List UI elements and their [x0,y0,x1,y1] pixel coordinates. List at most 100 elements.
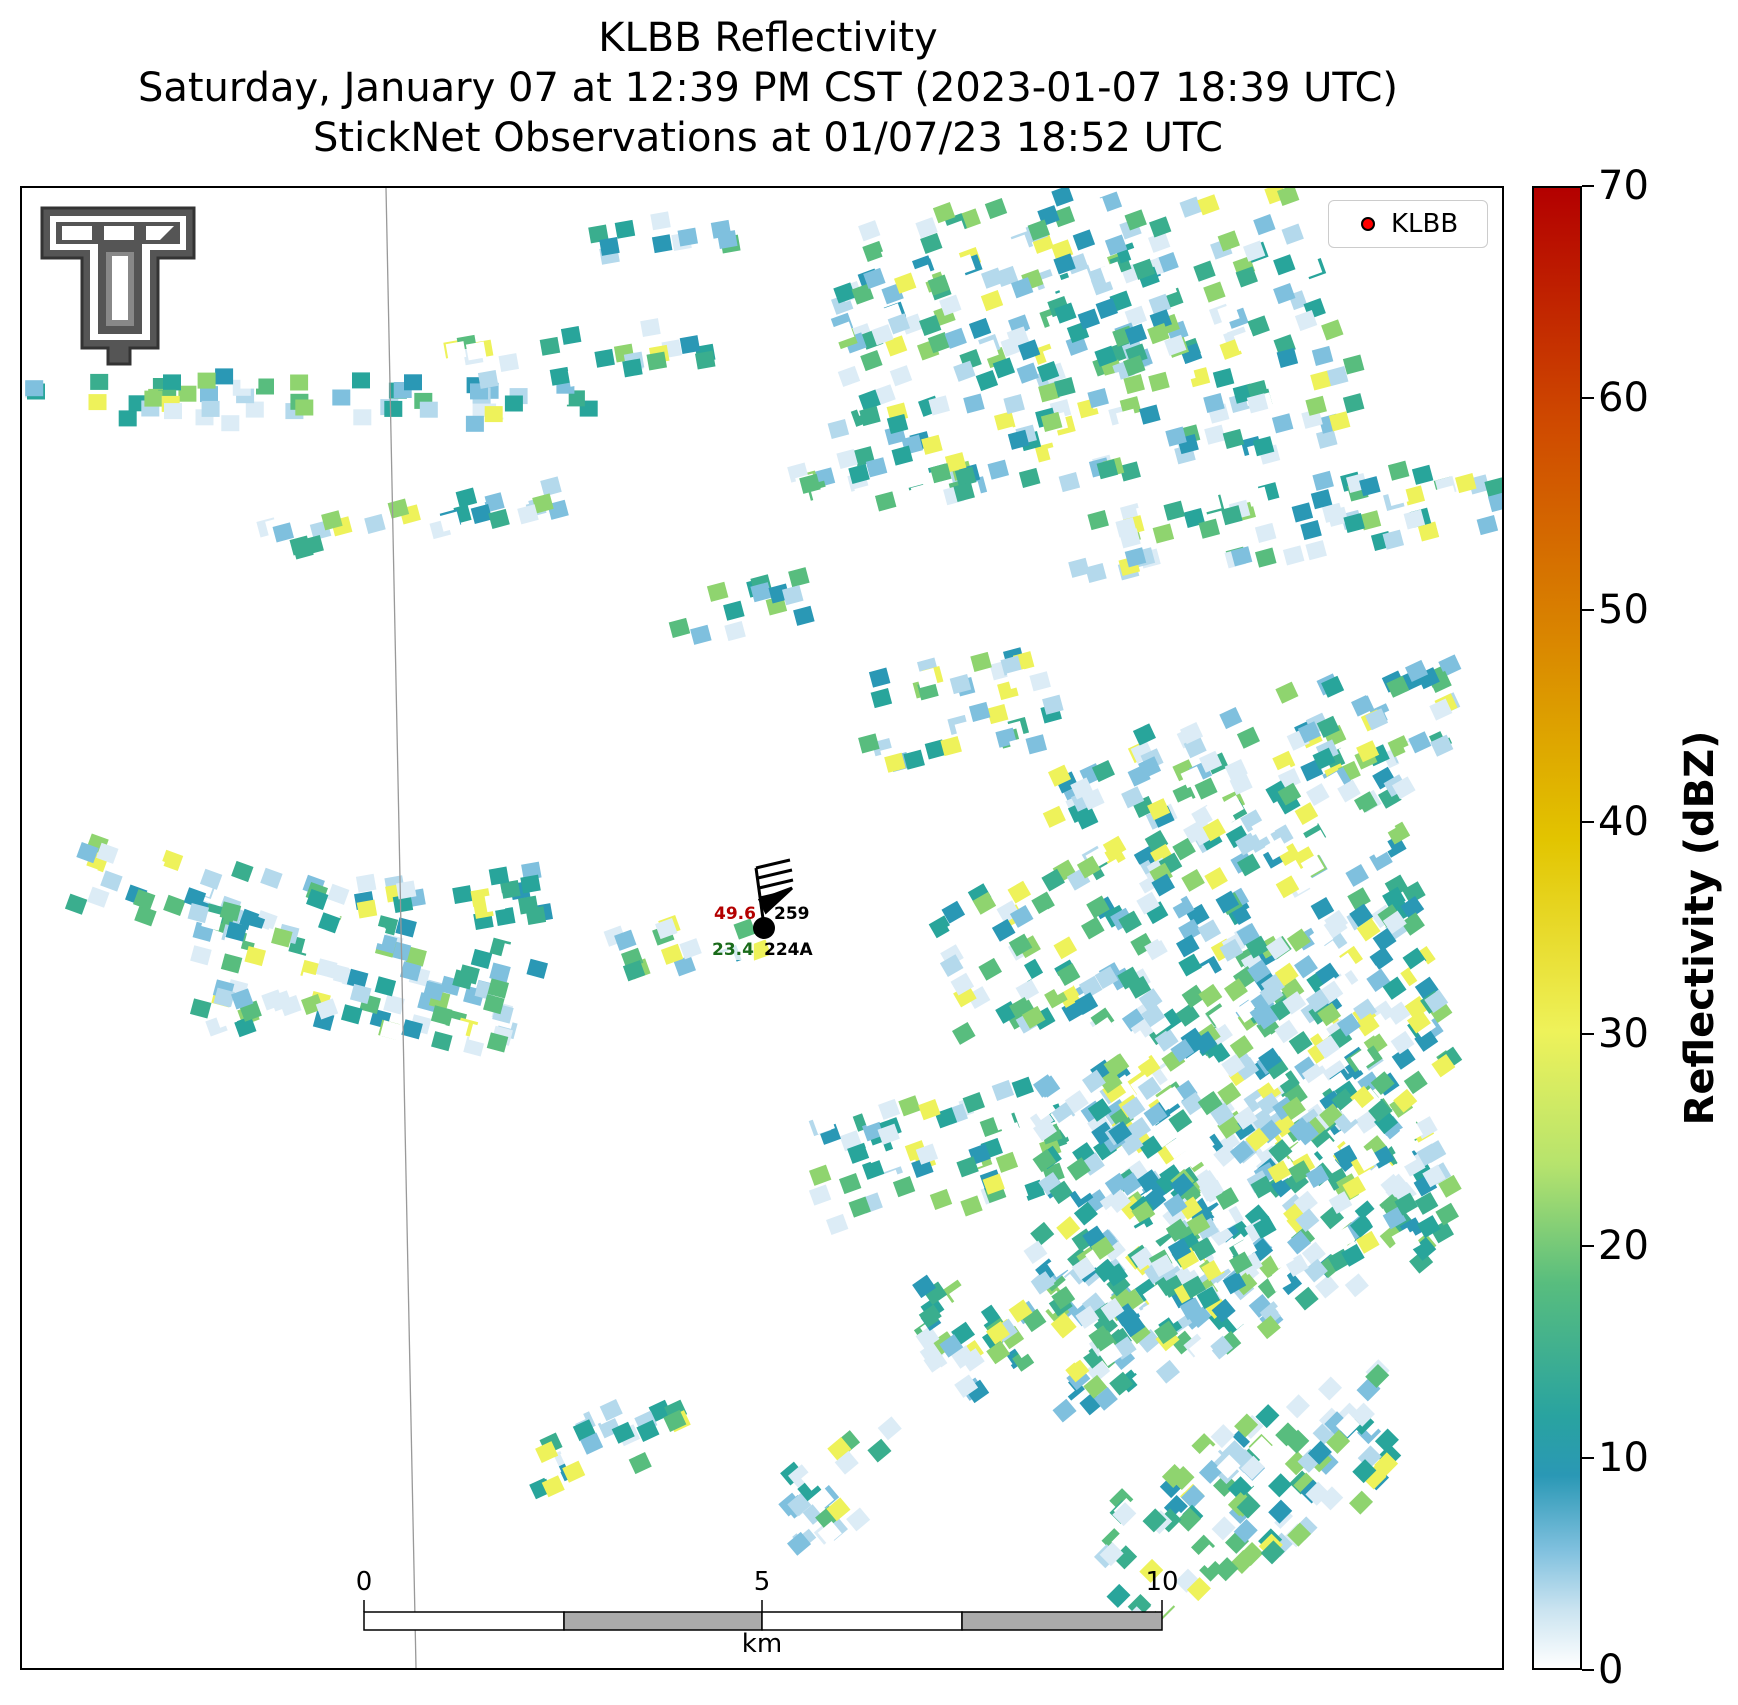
reflectivity-cell [1171,1330,1196,1355]
reflectivity-cell [663,1409,687,1433]
reflectivity-cell [1136,1169,1161,1193]
reflectivity-cell [1038,1171,1063,1196]
reflectivity-cell [1414,1191,1439,1215]
reflectivity-cell [279,995,302,1017]
reflectivity-cell [1093,1386,1118,1411]
reflectivity-cell [1249,1436,1274,1461]
reflectivity-cell [1199,1557,1224,1582]
reflectivity-cell [1110,993,1135,1018]
reflectivity-cell [1075,1305,1100,1329]
reflectivity-cell [867,1438,892,1463]
reflectivity-cell [1387,460,1410,481]
reflectivity-cell [891,445,914,466]
reflectivity-cell [1343,512,1365,534]
reflectivity-cell [1305,395,1327,416]
reflectivity-cell [1121,786,1145,809]
reflectivity-cell [1176,934,1200,958]
reflectivity-cell [971,226,994,248]
scale-label-10: 10 [1145,1567,1179,1597]
reflectivity-cell [1139,404,1161,425]
reflectivity-cell [826,1497,851,1522]
reflectivity-cell [1235,999,1260,1023]
reflectivity-cell [61,852,85,875]
reflectivity-cell [1217,1082,1242,1106]
reflectivity-cell [1030,1271,1055,1295]
reflectivity-cell [1008,964,1032,988]
reflectivity-cell [1148,371,1170,392]
reflectivity-cell [25,380,44,397]
reflectivity-cell [892,1176,916,1198]
reflectivity-cell [1268,1139,1293,1163]
reflectivity-cell [562,1404,586,1427]
reflectivity-cell [1236,726,1260,749]
reflectivity-cell [439,511,461,532]
reflectivity-cell [1270,1246,1294,1269]
reflectivity-cell [1071,1175,1096,1200]
reflectivity-cell [349,983,372,1005]
reflectivity-cell [1113,1545,1138,1570]
reflectivity-cell [1104,1263,1129,1287]
reflectivity-cell [1138,1135,1163,1159]
reflectivity-cell [1021,1005,1046,1029]
reflectivity-cell [1209,1335,1234,1360]
reflectivity-cell [983,1017,1008,1041]
station-marker[interactable] [753,917,775,939]
reflectivity-cell [452,969,474,990]
reflectivity-cell [355,873,377,893]
reflectivity-cell [995,265,1019,288]
reflectivity-cell [1342,354,1365,375]
reflectivity-layer [25,188,1502,1668]
reflectivity-cell [799,473,821,494]
reflectivity-cell [724,621,746,642]
reflectivity-cell [1149,216,1172,238]
reflectivity-cell [164,403,182,420]
reflectivity-cell [1438,654,1462,677]
reflectivity-cell [1076,855,1101,879]
reflectivity-cell [487,978,509,999]
reflectivity-cell [1150,1254,1175,1278]
reflectivity-cell [861,1158,885,1180]
reflectivity-cell [723,600,745,621]
reflectivity-cell [532,493,554,514]
reflectivity-cell [1294,802,1319,825]
reflectivity-cell [980,290,1004,312]
reflectivity-cell [1154,1320,1179,1345]
reflectivity-cell [970,651,992,672]
reflectivity-cell [915,1143,939,1165]
reflectivity-cell [1424,989,1449,1014]
reflectivity-cell [438,907,459,927]
reflectivity-cell [213,987,235,1008]
reflectivity-cell [290,374,309,391]
reflectivity-cell [1164,334,1187,356]
reflectivity-cell [1274,962,1299,987]
reflectivity-cell [984,197,1008,220]
reflectivity-cell [405,946,427,967]
reflectivity-cell [1078,975,1103,999]
reflectivity-cell [938,1308,963,1332]
reflectivity-cell [870,688,893,709]
reflectivity-cell [1382,910,1407,935]
reflectivity-cell [861,1105,884,1127]
reflectivity-cell [877,1416,902,1441]
reflectivity-cell [1043,648,1066,669]
reflectivity-cell [1179,196,1202,218]
reflectivity-cell [189,998,212,1019]
reflectivity-cell [1177,1507,1202,1532]
reflectivity-cell [1253,501,1275,522]
reflectivity-cell [1476,515,1499,536]
colorbar-tick [1582,1033,1594,1035]
reflectivity-cell [1296,194,1320,216]
reflectivity-cell [1077,308,1100,330]
reflectivity-cell [1132,723,1156,746]
reflectivity-cell [1123,355,1146,377]
reflectivity-cell [1100,1297,1125,1322]
reflectivity-cell [1282,991,1307,1015]
reflectivity-cell [1219,338,1242,360]
reflectivity-cell [1227,1476,1252,1501]
radar-map[interactable]: 49.6 259 23.4 224A 0 5 10 km KLBB [20,186,1504,1670]
reflectivity-cell [1103,1054,1128,1078]
reflectivity-cell [76,842,99,864]
reflectivity-cell [1384,1173,1409,1198]
reflectivity-cell [1245,286,1268,308]
reflectivity-cell [1275,1422,1300,1447]
